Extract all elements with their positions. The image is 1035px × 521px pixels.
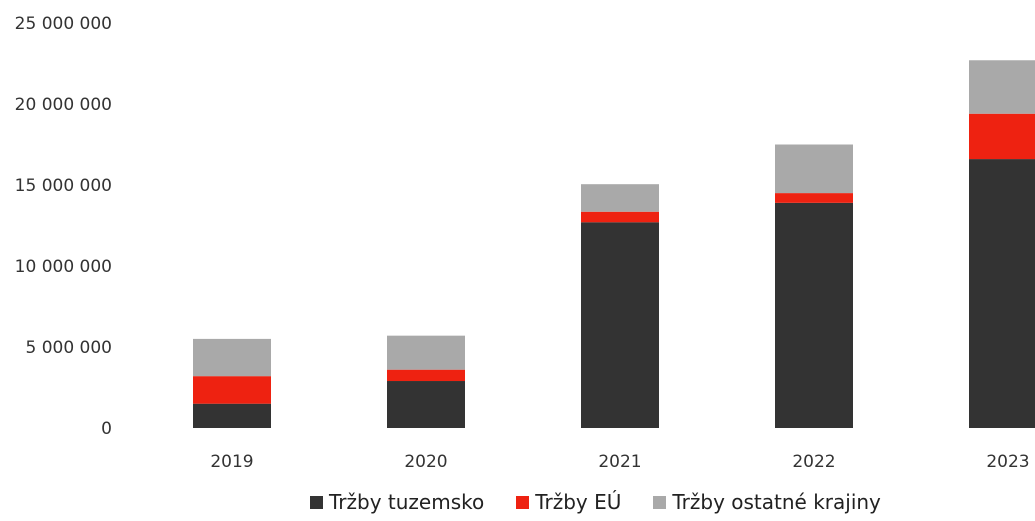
y-axis-ticks: 0 5 000 000 10 000 000 15 000 000 20 000 000…	[15, 14, 112, 439]
bar-trzby-eu-2022	[775, 193, 853, 203]
x-tick-label: 2020	[404, 452, 447, 472]
bar-trzby-ostatne-krajiny-2021	[581, 184, 659, 212]
y-tick-label: 25 000 000	[15, 14, 112, 34]
bar-trzby-eu-2023	[969, 113, 1035, 160]
legend-label-eu: Tržby EÚ	[535, 490, 622, 514]
legend-item-eu: Tržby EÚ	[516, 490, 621, 514]
legend-label-tuzemsko: Tržby tuzemsko	[329, 490, 485, 514]
y-tick-label: 20 000 000	[15, 95, 112, 115]
y-tick-label: 10 000 000	[15, 257, 112, 277]
legend-item-ostatne: Tržby ostatné krajiny	[653, 490, 881, 514]
bar-trzby-eu-2020	[387, 369, 465, 382]
bar-trzby-eu-2019	[193, 376, 271, 404]
legend-item-tuzemsko: Tržby tuzemsko	[310, 490, 484, 514]
legend-swatch-ostatne	[653, 495, 667, 509]
legend-swatch-tuzemsko	[310, 495, 323, 509]
x-tick-label: 2023	[986, 452, 1029, 472]
bar-trzby-ostatne-krajiny-2023	[969, 60, 1035, 114]
legend: Tržby tuzemsko Tržby EÚ Tržby ostatné kr…	[310, 490, 881, 514]
bar-trzby-tuzemsko-2022	[775, 202, 853, 428]
x-tick-label: 2021	[598, 452, 641, 472]
bar-trzby-ostatne-krajiny-2022	[775, 144, 853, 194]
legend-label-ostatne: Tržby ostatné krajiny	[672, 490, 881, 514]
bars	[193, 60, 1035, 428]
y-tick-label: 5 000 000	[25, 338, 112, 358]
bar-trzby-tuzemsko-2023	[969, 159, 1035, 428]
x-tick-label: 2019	[210, 452, 253, 472]
bar-trzby-ostatne-krajiny-2019	[193, 338, 271, 377]
bar-trzby-tuzemsko-2020	[387, 381, 465, 428]
legend-swatch-eu	[516, 495, 530, 509]
y-tick-label: 15 000 000	[15, 176, 112, 196]
bar-trzby-tuzemsko-2021	[581, 222, 659, 428]
y-tick-label: 0	[101, 419, 112, 439]
bar-trzby-eu-2021	[581, 211, 659, 223]
x-tick-label: 2022	[792, 452, 835, 472]
bar-trzby-ostatne-krajiny-2020	[387, 335, 465, 370]
x-axis-ticks: 2019 2020 2021 2022 2023	[210, 452, 1029, 472]
bar-trzby-tuzemsko-2019	[193, 403, 271, 428]
